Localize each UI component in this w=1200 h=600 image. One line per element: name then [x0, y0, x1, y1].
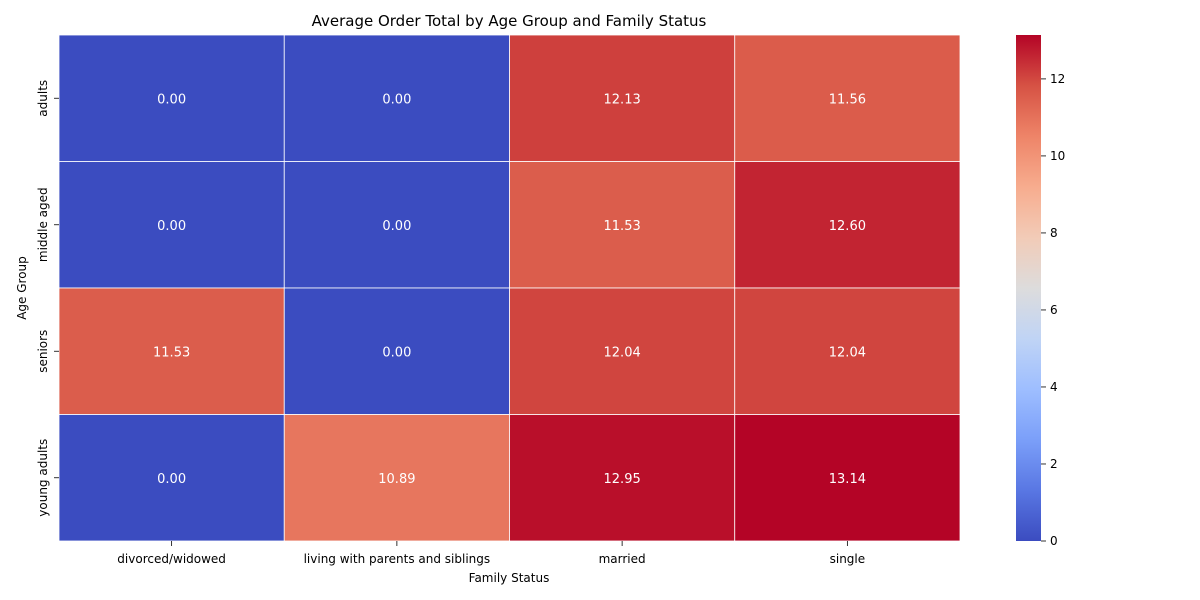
y-tick-label: seniors — [36, 330, 50, 373]
colorbar-tick-label: 2 — [1050, 457, 1058, 471]
cell-value-label: 10.89 — [378, 472, 415, 487]
heatmap-cell — [283, 34, 510, 162]
x-tick-label: married — [599, 552, 646, 566]
x-tick-label: living with parents and siblings — [304, 552, 491, 566]
cell-value-label: 0.00 — [382, 92, 411, 107]
heatmap-cell — [734, 414, 961, 542]
cell-value-label: 0.00 — [157, 219, 186, 234]
colorbar-tick-label: 10 — [1050, 149, 1065, 163]
colorbar-tick-label: 6 — [1050, 303, 1058, 317]
colorbar-tick-label: 4 — [1050, 380, 1058, 394]
y-axis-label: Age Group — [15, 256, 29, 320]
cell-value-label: 12.95 — [604, 472, 641, 487]
heatmap-cell — [509, 414, 736, 542]
y-axis-ticks: adults middle aged seniors young adults — [36, 80, 59, 517]
cell-value-label: 12.04 — [604, 345, 641, 360]
cell-value-label: 11.56 — [829, 92, 866, 107]
cell-value-label: 11.53 — [604, 219, 641, 234]
y-tick-label: young adults — [36, 439, 50, 517]
cell-value-label: 0.00 — [382, 219, 411, 234]
heatmap-cell — [734, 287, 961, 415]
cell-value-label: 12.04 — [829, 345, 866, 360]
cell-value-label: 12.60 — [829, 219, 866, 234]
x-axis-ticks: divorced/widowed living with parents and … — [117, 541, 865, 566]
x-tick-label: divorced/widowed — [117, 552, 226, 566]
heatmap-cell — [509, 34, 736, 162]
heatmap-cell — [58, 161, 285, 289]
colorbar — [1016, 35, 1041, 541]
colorbar-ticks: 0 2 4 6 8 10 12 — [1041, 72, 1065, 548]
heatmap-cell — [283, 414, 510, 542]
heatmap-cell — [283, 161, 510, 289]
heatmap-cell — [509, 161, 736, 289]
colorbar-tick-label: 8 — [1050, 226, 1058, 240]
x-axis-label: Family Status — [469, 571, 550, 585]
y-tick-label: adults — [36, 80, 50, 117]
heatmap-cells: 0.00 0.00 12.13 11.56 0.00 0.00 11.53 12.60 11.5… — [58, 34, 961, 542]
heatmap-cell — [734, 161, 961, 289]
cell-value-label: 0.00 — [157, 472, 186, 487]
cell-value-label: 0.00 — [382, 345, 411, 360]
cell-value-label: 0.00 — [157, 92, 186, 107]
heatmap-cell — [734, 34, 961, 162]
y-tick-label: middle aged — [36, 187, 50, 262]
x-tick-label: single — [830, 552, 866, 566]
cell-value-label: 11.53 — [153, 345, 190, 360]
heatmap-cell — [58, 414, 285, 542]
heatmap-cell — [283, 287, 510, 415]
cell-value-label: 13.14 — [829, 472, 866, 487]
heatmap-cell — [58, 34, 285, 162]
chart-title: Average Order Total by Age Group and Fam… — [312, 12, 707, 30]
colorbar-tick-label: 12 — [1050, 72, 1065, 86]
cell-value-label: 12.13 — [604, 92, 641, 107]
colorbar-tick-label: 0 — [1050, 534, 1058, 548]
